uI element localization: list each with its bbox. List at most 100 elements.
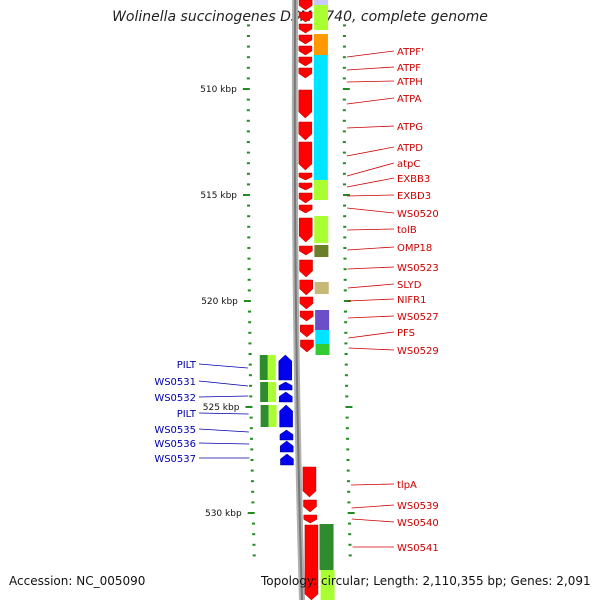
scale-tick-right xyxy=(347,512,355,514)
forward-gene-arrow xyxy=(299,279,313,296)
reverse-gene-label: WS0536 xyxy=(154,439,196,450)
gene-track xyxy=(278,0,319,600)
scale-tick-left xyxy=(243,300,251,302)
forward-leader-line xyxy=(348,347,395,351)
scale-tick-right xyxy=(342,141,346,143)
scale-tick-right xyxy=(342,109,346,112)
reverse-leader-line xyxy=(198,363,248,369)
cog-block xyxy=(314,245,329,257)
forward-gene-label: WS0541 xyxy=(397,543,439,554)
backbone xyxy=(291,0,306,600)
scale-tick-right xyxy=(344,321,348,324)
scale-tick-right xyxy=(346,469,350,472)
scale-tick-left xyxy=(248,363,252,366)
forward-gene-label: ATPA xyxy=(397,94,422,105)
reverse-leader-line xyxy=(198,412,249,415)
reverse-leader-line xyxy=(198,442,250,445)
scale-tick-left xyxy=(249,427,253,430)
scale-tick-right xyxy=(343,257,347,260)
scale-label: 510 kbp xyxy=(200,85,237,95)
forward-gene-label: tolB xyxy=(397,225,417,236)
scale-tick-right xyxy=(348,554,352,557)
reverse-gene-arrow xyxy=(280,453,294,466)
forward-leader-line xyxy=(346,146,395,157)
scale-tick-left xyxy=(246,151,250,154)
scale-tick-left xyxy=(249,416,253,419)
forward-gene-arrow xyxy=(304,524,319,600)
forward-gene-arrow xyxy=(300,339,314,353)
forward-gene-arrow xyxy=(299,245,313,256)
reverse-leader-line xyxy=(198,380,249,387)
scale-tick-right xyxy=(342,35,346,37)
scale-tick-right xyxy=(345,395,349,398)
scale-tick-right xyxy=(343,215,347,218)
scale-tick-right xyxy=(343,247,347,249)
forward-leader-line xyxy=(346,80,395,83)
scale-tick-left xyxy=(246,77,250,80)
scale-tick-right xyxy=(347,501,351,504)
scale-tick-left xyxy=(246,35,250,37)
forward-leader-line xyxy=(347,228,395,231)
cog-block xyxy=(314,0,329,5)
reverse-gene-label: PILT xyxy=(177,409,197,420)
forward-gene-arrow xyxy=(299,310,314,322)
forward-leader-line xyxy=(348,315,395,319)
scale-tick-left xyxy=(246,66,250,69)
forward-gene-arrow xyxy=(298,172,313,181)
scale-tick-right xyxy=(343,194,351,196)
cog-block xyxy=(314,282,329,294)
forward-gene-label: ATPF xyxy=(397,63,421,74)
forward-gene-label: WS0520 xyxy=(397,209,439,220)
cog-block xyxy=(313,180,328,200)
scale-label: 515 kbp xyxy=(200,191,237,201)
forward-gene-arrow xyxy=(298,0,313,11)
scale-tick-left xyxy=(248,310,252,313)
scale-tick-left xyxy=(243,194,251,196)
scale-tick-left xyxy=(250,437,254,440)
forward-leader-line xyxy=(351,518,395,523)
scale-tick-left xyxy=(250,469,254,472)
scale-tick-left xyxy=(248,353,252,355)
forward-gene-label: WS0540 xyxy=(397,518,439,529)
forward-leader-line xyxy=(346,125,395,129)
backbone-inner xyxy=(293,0,304,600)
forward-gene-arrow xyxy=(298,34,313,45)
scale-tick-right xyxy=(343,236,347,239)
scale-tick-right xyxy=(343,204,347,207)
reverse-leader-line xyxy=(198,395,249,398)
forward-leader-line xyxy=(346,162,395,177)
reverse-gene-arrow xyxy=(279,429,294,441)
scale-tick-left xyxy=(247,268,251,271)
forward-gene-arrow xyxy=(298,23,313,34)
scale-tick-right xyxy=(344,342,348,345)
forward-gene-arrow xyxy=(303,514,318,524)
forward-gene-label: OMP18 xyxy=(397,243,432,254)
scale-tick-left xyxy=(247,278,251,281)
forward-gene-label: tlpA xyxy=(397,480,417,491)
forward-gene-arrow xyxy=(298,56,313,67)
forward-gene-arrow xyxy=(299,259,313,278)
scale-tick-right xyxy=(345,406,353,408)
scale-tick-left xyxy=(252,533,256,536)
forward-gene-label: WS0523 xyxy=(397,263,439,274)
cog-block xyxy=(320,570,335,600)
scale-tick-right xyxy=(345,384,349,387)
reverse-gene-arrow xyxy=(278,381,293,391)
cog-track xyxy=(259,0,335,600)
reverse-leader-line xyxy=(198,428,249,433)
scale-tick-left xyxy=(251,522,255,525)
forward-gene-label: WS0527 xyxy=(397,312,439,323)
forward-leader-line xyxy=(347,283,395,289)
forward-leader-line xyxy=(346,66,395,71)
scale-tick-left xyxy=(248,374,252,377)
cog-block xyxy=(314,216,329,243)
cog-block-reverse xyxy=(267,355,276,380)
forward-gene-arrow xyxy=(298,204,313,214)
scale-tick-left xyxy=(246,45,250,48)
forward-gene-label: NIFR1 xyxy=(397,295,427,306)
reverse-gene-label: WS0532 xyxy=(154,393,196,404)
scale-tick-left xyxy=(248,331,252,334)
scale-tick-right xyxy=(342,162,346,165)
scale-tick-right xyxy=(343,278,347,281)
